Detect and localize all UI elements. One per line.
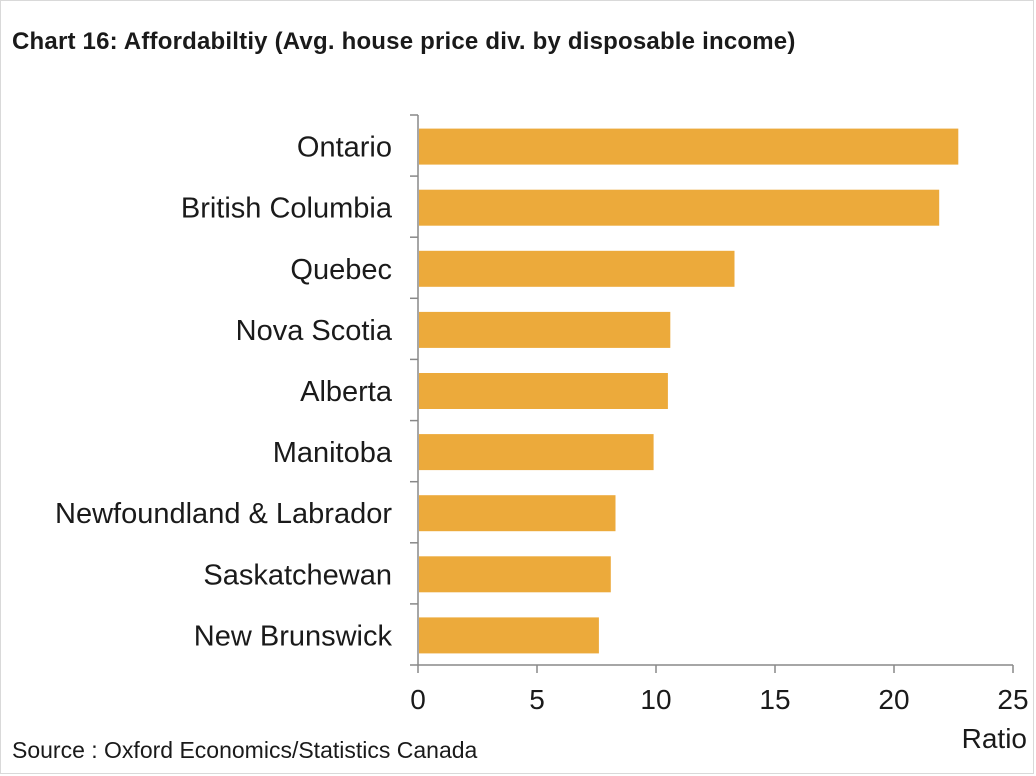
x-tick-label: 25 xyxy=(997,684,1028,715)
x-tick-label: 15 xyxy=(759,684,790,715)
category-label: New Brunswick xyxy=(194,620,393,652)
source-note: Source : Oxford Economics/Statistics Can… xyxy=(12,737,478,763)
x-tick-label: 0 xyxy=(410,684,426,715)
bar-new-brunswick xyxy=(419,617,599,654)
category-label: Ontario xyxy=(297,132,392,164)
x-axis-title: Ratio xyxy=(962,723,1027,754)
category-label: Saskatchewan xyxy=(203,559,392,591)
bar-saskatchewan xyxy=(419,556,611,593)
bar-nova-scotia xyxy=(419,311,671,348)
bar-manitoba xyxy=(419,434,654,471)
bar-alberta xyxy=(419,373,668,409)
bar-quebec xyxy=(419,250,735,287)
category-label: Manitoba xyxy=(273,437,393,469)
bar-ontario xyxy=(419,128,959,165)
bar-newfoundland-labrador xyxy=(419,495,616,532)
x-tick-label: 10 xyxy=(640,684,671,715)
labels-layer: Ontario British Columbia Quebec Nova Scotia… xyxy=(55,132,1029,754)
x-tick-label: 5 xyxy=(529,684,545,715)
bars-layer xyxy=(419,128,959,654)
x-tick-label: 20 xyxy=(878,684,909,715)
category-label: British Columbia xyxy=(181,193,393,225)
chart-title: Chart 16: Affordabiltiy (Avg. house pric… xyxy=(12,28,796,55)
category-label: Quebec xyxy=(290,254,392,286)
category-label: Newfoundland & Labrador xyxy=(55,498,392,530)
category-label: Alberta xyxy=(300,376,393,408)
bar-british-columbia xyxy=(419,189,940,226)
axes-layer xyxy=(410,114,1014,673)
category-label: Nova Scotia xyxy=(236,315,393,347)
